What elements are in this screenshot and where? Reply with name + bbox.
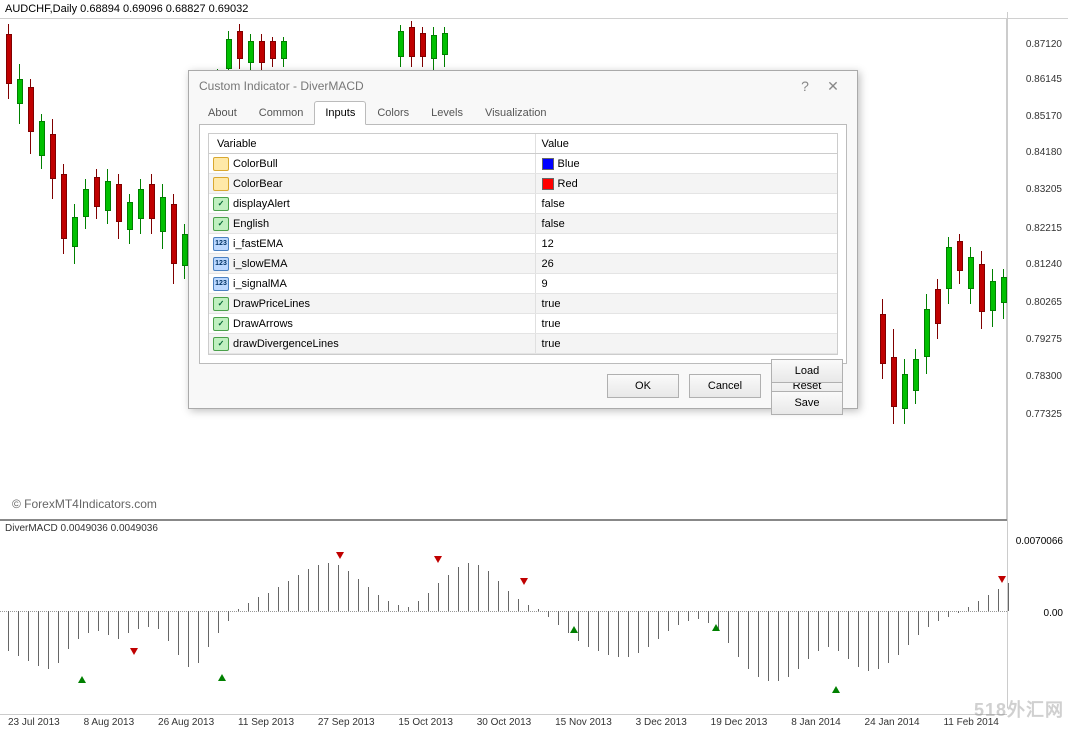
input-row[interactable]: ColorBullBlue xyxy=(209,154,837,174)
load-button[interactable]: Load xyxy=(771,359,843,383)
bool-type-icon: ✓ xyxy=(213,217,229,231)
input-row[interactable]: ✓DrawArrowstrue xyxy=(209,314,837,334)
bool-type-icon: ✓ xyxy=(213,297,229,311)
cancel-button[interactable]: Cancel xyxy=(689,374,761,398)
int-type-icon: 123 xyxy=(213,237,229,251)
tab-inputs[interactable]: Inputs xyxy=(314,101,366,125)
tab-bar: AboutCommonInputsColorsLevelsVisualizati… xyxy=(189,101,857,125)
color-type-icon xyxy=(213,157,229,171)
bool-type-icon: ✓ xyxy=(213,337,229,351)
color-swatch xyxy=(542,158,554,170)
watermark: © ForexMT4Indicators.com xyxy=(12,497,157,511)
int-type-icon: 123 xyxy=(213,257,229,271)
indicator-header: DiverMACD 0.0049036 0.0049036 xyxy=(0,521,1007,536)
axis-strip xyxy=(1007,12,1068,708)
indicator-dialog: Custom Indicator - DiverMACD ? ✕ AboutCo… xyxy=(188,70,858,409)
bool-type-icon: ✓ xyxy=(213,197,229,211)
tab-visualization[interactable]: Visualization xyxy=(474,101,558,125)
input-row[interactable]: 123i_slowEMA26 xyxy=(209,254,837,274)
indicator-pane[interactable]: DiverMACD 0.0049036 0.0049036 0.00700660… xyxy=(0,519,1007,714)
input-row[interactable]: ColorBearRed xyxy=(209,174,837,194)
input-row[interactable]: 123i_signalMA9 xyxy=(209,274,837,294)
color-swatch xyxy=(542,178,554,190)
input-row[interactable]: ✓DrawPriceLinestrue xyxy=(209,294,837,314)
date-axis: 23 Jul 20138 Aug 201326 Aug 201311 Sep 2… xyxy=(0,714,1007,730)
save-button[interactable]: Save xyxy=(771,391,843,415)
chart-header: AUDCHF,Daily 0.68894 0.69096 0.68827 0.6… xyxy=(0,0,1068,19)
dialog-title: Custom Indicator - DiverMACD xyxy=(199,79,364,93)
tab-levels[interactable]: Levels xyxy=(420,101,474,125)
tab-common[interactable]: Common xyxy=(248,101,315,125)
input-row[interactable]: ✓Englishfalse xyxy=(209,214,837,234)
bool-type-icon: ✓ xyxy=(213,317,229,331)
inputs-grid[interactable]: VariableValueColorBullBlueColorBearRed✓d… xyxy=(208,133,838,355)
input-row[interactable]: ✓displayAlertfalse xyxy=(209,194,837,214)
ok-button[interactable]: OK xyxy=(607,374,679,398)
tab-colors[interactable]: Colors xyxy=(366,101,420,125)
help-button[interactable]: ? xyxy=(791,78,819,94)
close-button[interactable]: ✕ xyxy=(819,78,847,95)
input-row[interactable]: ✓drawDivergenceLinestrue xyxy=(209,334,837,354)
color-type-icon xyxy=(213,177,229,191)
int-type-icon: 123 xyxy=(213,277,229,291)
tab-about[interactable]: About xyxy=(197,101,248,125)
input-row[interactable]: 123i_fastEMA12 xyxy=(209,234,837,254)
site-watermark: 518外汇网 xyxy=(974,696,1064,722)
